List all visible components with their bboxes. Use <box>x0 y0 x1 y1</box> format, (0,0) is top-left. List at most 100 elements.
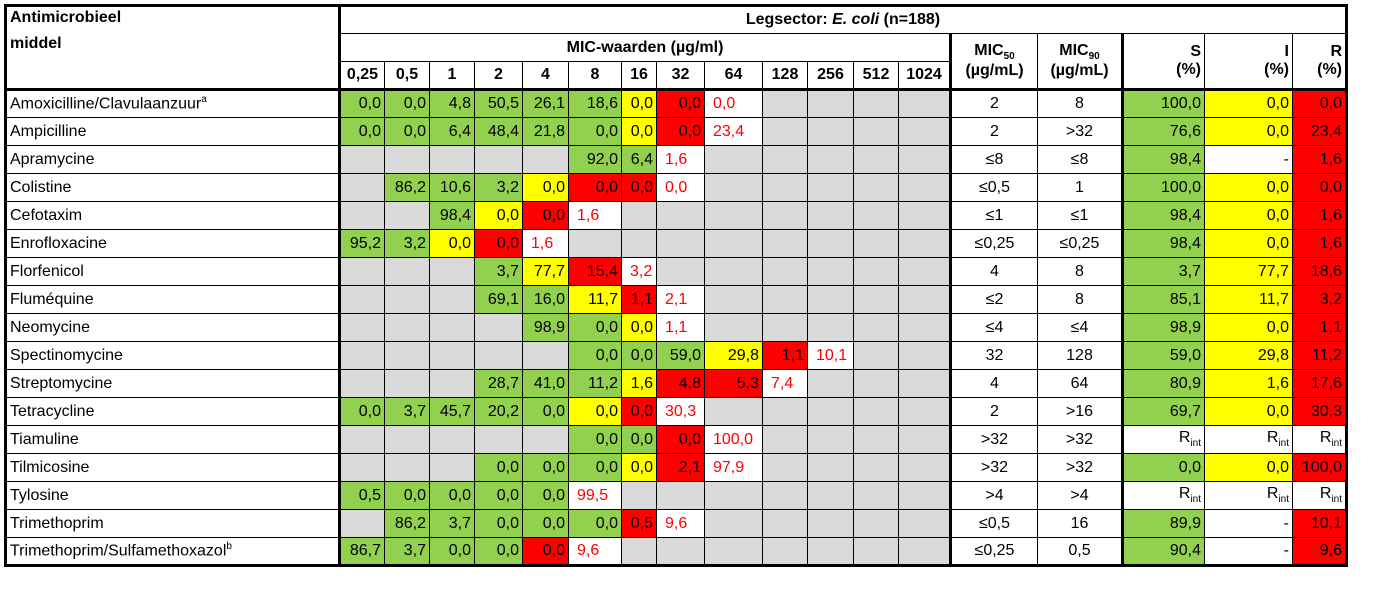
mic-cell: 6,4 <box>429 117 475 146</box>
mic-cell: 0,0 <box>568 509 622 538</box>
mic-cell <box>656 257 705 286</box>
mic-cell: 30,3 <box>656 397 705 426</box>
r-percentage: 17,6 <box>1292 369 1348 398</box>
s-percentage: 98,4 <box>1122 145 1205 174</box>
mic-cell: 16,0 <box>522 285 569 314</box>
mic50-value: ≤4 <box>950 313 1038 342</box>
mic-cell <box>522 425 569 454</box>
mic-cell: 0,0 <box>522 537 569 567</box>
mic-cell <box>807 117 854 146</box>
i-percentage: 0,0 <box>1204 313 1293 342</box>
table-row: Tetracycline 0,0 3,7 45,7 20,2 0,0 0,0 0,0 30,3 2… <box>4 397 1348 426</box>
mic-cell <box>429 369 475 398</box>
mic-cell <box>704 201 763 230</box>
i-percentage: - <box>1204 145 1293 174</box>
mic-cell: 2,1 <box>656 453 705 482</box>
mic-cell <box>384 145 430 174</box>
mic-cell <box>474 425 523 454</box>
mic-cell <box>474 313 523 342</box>
mic-cell: 0,0 <box>656 173 705 202</box>
r-percentage: 11,2 <box>1292 341 1348 370</box>
r-percentage: 1,1 <box>1292 313 1348 342</box>
mic90-value: 8 <box>1037 257 1124 286</box>
mic-cell: 0,0 <box>568 397 622 426</box>
mic-cell: 4,8 <box>656 369 705 398</box>
mic-cell: 3,2 <box>621 257 657 286</box>
mic50-value: 2 <box>950 117 1038 146</box>
mic-cell <box>898 313 952 342</box>
mic-cell: 0,5 <box>339 481 385 510</box>
mic-cell: 98,4 <box>429 201 475 230</box>
i-percentage: 0,0 <box>1204 453 1293 482</box>
r-header: R (%) <box>1292 33 1348 90</box>
mic-cell: 0,0 <box>522 397 569 426</box>
mic-column-header: 64 <box>704 61 763 91</box>
mic-cell: 3,2 <box>474 173 523 202</box>
mic-cell <box>474 145 523 174</box>
mic-cell: 0,0 <box>568 453 622 482</box>
mic90-value: 0,5 <box>1037 537 1124 567</box>
mic90-value: >32 <box>1037 453 1124 482</box>
r-percentage: 30,3 <box>1292 397 1348 426</box>
mic-cell: 0,0 <box>621 397 657 426</box>
mic-cell <box>704 313 763 342</box>
mic-cell: 2,1 <box>656 285 705 314</box>
mic-cell <box>807 537 854 567</box>
antimicrobial-name: Ampicilline <box>4 117 341 146</box>
table-row: Spectinomycine 0,0 0,0 59,0 29,8 1,1 10,1 32 128… <box>4 341 1348 370</box>
mic-cell: 86,7 <box>339 537 385 567</box>
antimicrobial-name: Enrofloxacine <box>4 229 341 258</box>
mic-cell <box>704 173 763 202</box>
mic-cell <box>807 145 854 174</box>
r-percentage: Rint <box>1292 425 1348 454</box>
mic-cell: 50,5 <box>474 89 523 118</box>
mic-cell: 1,1 <box>762 341 808 370</box>
mic-cell <box>339 509 385 538</box>
i-percentage: 77,7 <box>1204 257 1293 286</box>
mic-cell <box>807 425 854 454</box>
mic-cell: 99,5 <box>568 481 622 510</box>
mic-cell <box>762 397 808 426</box>
mic-cell <box>339 425 385 454</box>
mic-cell: 0,0 <box>429 537 475 567</box>
r-percentage: 0,0 <box>1292 89 1348 118</box>
table-row: Amoxicilline/Clavulaanzuura 0,0 0,0 4,8 50,5… <box>4 89 1348 118</box>
mic-column-header: 0,25 <box>339 61 385 91</box>
mic-cell <box>384 425 430 454</box>
table-row: Cefotaxim 98,4 0,0 0,0 1,6 ≤1 ≤1 98,4 0,0 1,6 <box>4 201 1348 230</box>
mic-cell: 86,2 <box>384 173 430 202</box>
mic-column-header: 4 <box>522 61 569 91</box>
mic-cell: 98,9 <box>522 313 569 342</box>
mic-cell <box>807 397 854 426</box>
mic-cell <box>656 481 705 510</box>
antimicrobial-name: Tetracycline <box>4 397 341 426</box>
mic-cell: 0,0 <box>621 313 657 342</box>
mic-cell: 0,0 <box>568 117 622 146</box>
mic-cell <box>898 341 952 370</box>
antimicrobial-name: Tiamuline <box>4 425 341 454</box>
table-row: Tilmicosine 0,0 0,0 0,0 0,0 2,1 97,9 >32 >32 0,0 0… <box>4 453 1348 482</box>
mic50-value: 32 <box>950 341 1038 370</box>
mic50-header: MIC50 (µg/mL) <box>950 33 1038 90</box>
mic-cell: 10,1 <box>807 341 854 370</box>
mic50-value: ≤0,25 <box>950 229 1038 258</box>
mic-cell <box>621 537 657 567</box>
s-percentage: Rint <box>1122 425 1205 454</box>
mic-cell: 6,4 <box>621 145 657 174</box>
mic-cell: 0,0 <box>522 173 569 202</box>
mic-cell <box>853 537 899 567</box>
mic-cell: 97,9 <box>704 453 763 482</box>
mic-cell <box>656 229 705 258</box>
mic-cell: 0,0 <box>474 509 523 538</box>
mic-cell <box>762 201 808 230</box>
antimicrobial-name: Streptomycine <box>4 369 341 398</box>
r-percentage: 10,1 <box>1292 509 1348 538</box>
mic50-value: 2 <box>950 397 1038 426</box>
i-header: I (%) <box>1204 33 1293 90</box>
mic-cell: 0,0 <box>568 313 622 342</box>
mic-cell: 0,0 <box>568 341 622 370</box>
mic50-value: >32 <box>950 453 1038 482</box>
mic50-value: ≤0,5 <box>950 509 1038 538</box>
mic-cell <box>853 509 899 538</box>
mic90-value: ≤4 <box>1037 313 1124 342</box>
